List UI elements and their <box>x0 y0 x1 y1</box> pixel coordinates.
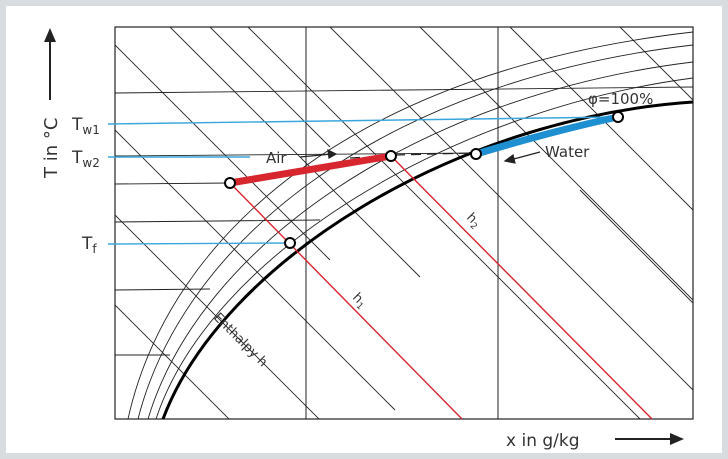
label-tf: Tf <box>81 234 97 256</box>
annotation-arrows <box>299 148 541 164</box>
temp-line <box>115 86 693 94</box>
label-air: Air <box>266 149 287 167</box>
enthalpy-reference-lines <box>229 155 653 420</box>
temp-line <box>115 182 231 185</box>
label-tw2: Tw2 <box>71 148 100 170</box>
point-tf <box>284 237 296 249</box>
label-enthalpy: Enthalpy h <box>210 310 270 370</box>
label-h2: h2 <box>462 210 484 232</box>
saturation-curve <box>161 100 693 419</box>
x-axis-arrow <box>615 433 684 445</box>
point-water-start <box>470 148 482 160</box>
y-axis-arrow <box>44 28 56 100</box>
y-axis-label: T in °C <box>41 118 62 179</box>
point-water-end <box>612 111 624 123</box>
plot-border <box>114 26 694 420</box>
point-air-start <box>224 177 236 189</box>
state-points <box>224 111 624 249</box>
label-water: Water <box>545 143 590 161</box>
label-saturation: φ=100% <box>588 90 653 108</box>
temperature-reference-lines <box>107 116 619 245</box>
temp-line <box>115 288 211 291</box>
water-path <box>472 113 622 158</box>
x-axis-label: x in g/kg <box>506 431 580 451</box>
point-air-end <box>385 150 397 162</box>
air-path <box>226 152 395 187</box>
mixing-dashed-line <box>394 152 477 156</box>
enthalpy-lines <box>115 27 693 419</box>
label-h1: h1 <box>348 290 370 312</box>
temp-line <box>115 219 321 223</box>
label-tw1: Tw1 <box>71 115 100 137</box>
